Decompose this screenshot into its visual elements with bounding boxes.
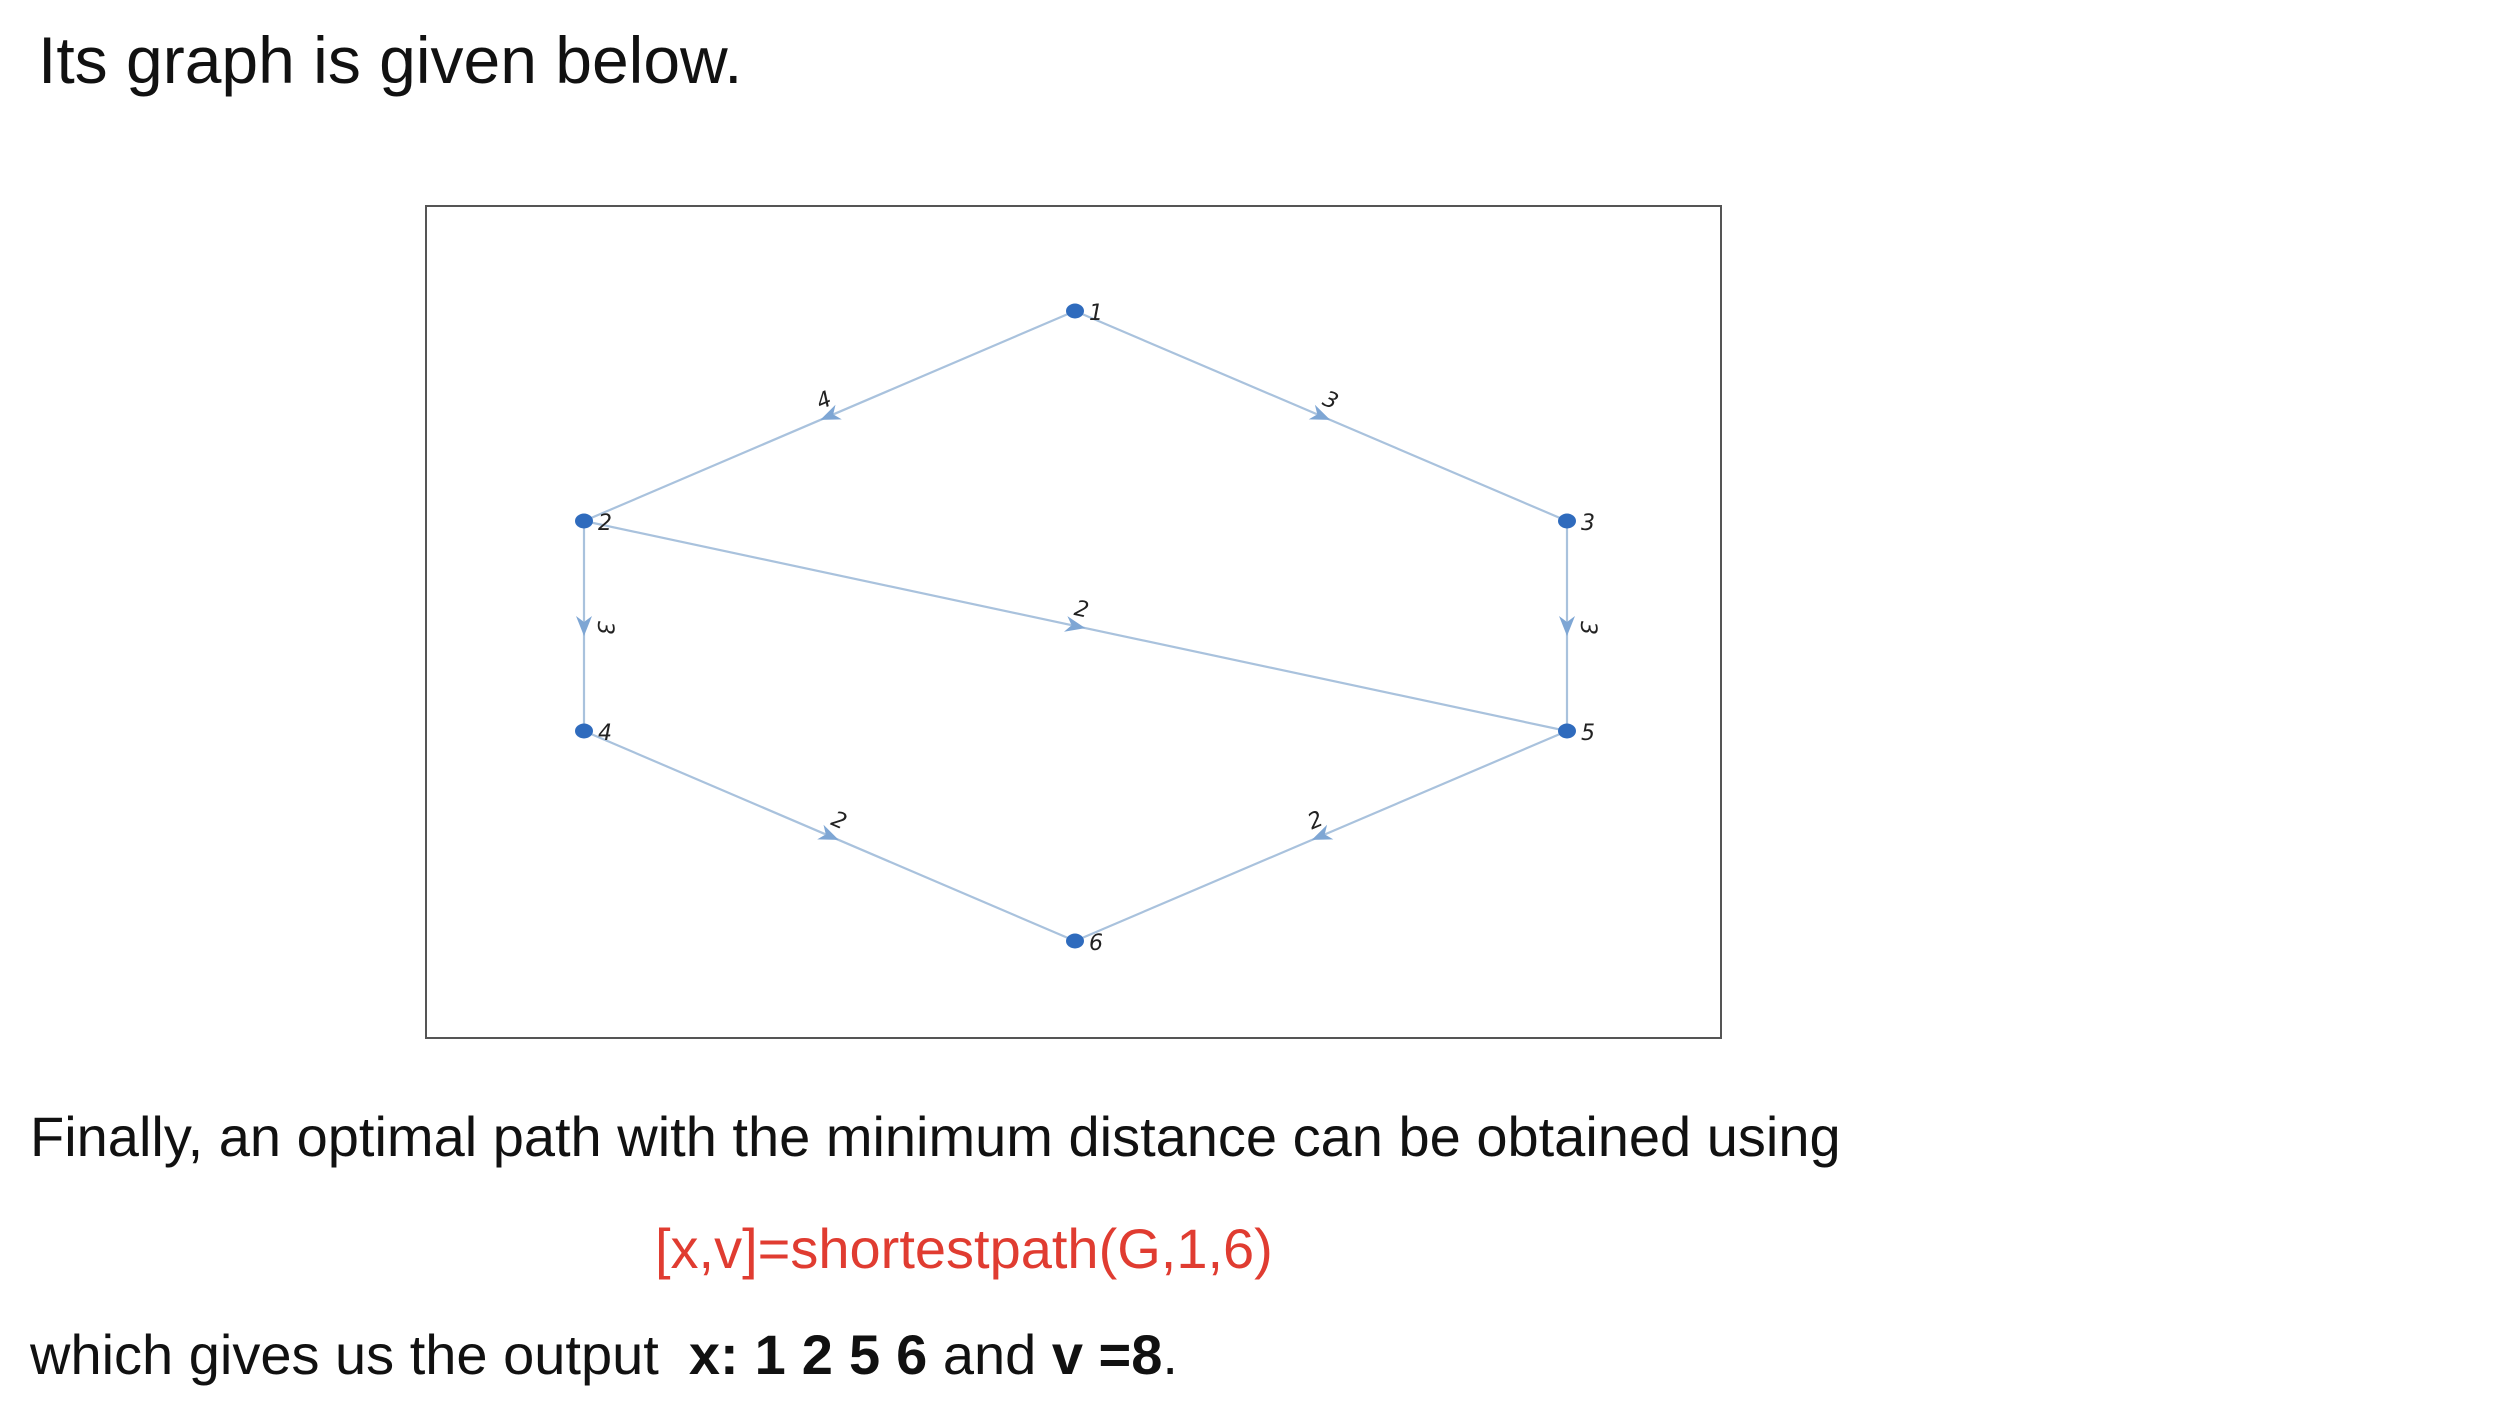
edge-weight-label: 2 [1304, 807, 1327, 835]
edge-arrowhead [1064, 616, 1086, 632]
output-x-label: x: [688, 1323, 739, 1386]
node-label: 5 [1581, 721, 1595, 746]
graph-node [1066, 303, 1084, 319]
output-line: which gives us the output x: 1 2 5 6 and v =8… [30, 1320, 1178, 1390]
output-period: . [1162, 1323, 1178, 1386]
explanation-paragraph: Finally, an optimal path with the minimu… [30, 1105, 1841, 1168]
heading: Its graph is given below. [38, 23, 743, 97]
edge-arrowhead [576, 616, 592, 636]
edge-weight-label: 3 [592, 621, 617, 635]
edge-arrowhead [820, 404, 842, 420]
output-prefix: which gives us the output [30, 1323, 659, 1386]
path-node: 1 [754, 1323, 786, 1386]
output-and: and [942, 1323, 1037, 1386]
path-node: 5 [848, 1323, 881, 1386]
graph-plot: 4 3 3 2 3 2 2 1 2 3 4 5 6 [575, 301, 1600, 956]
edge-arrowhead [1559, 616, 1575, 636]
graph-node [1558, 513, 1576, 529]
path-node: 2 [801, 1323, 833, 1386]
path-node: 6 [896, 1323, 928, 1386]
node-label: 1 [1089, 301, 1103, 326]
edge-arrowhead [1311, 824, 1334, 840]
output-v-value: v =8 [1051, 1323, 1163, 1386]
edge-weight-label: 4 [813, 387, 836, 415]
edge-weight-label: 3 [1319, 387, 1342, 415]
graph-node [1066, 933, 1084, 949]
graph-figure: 4 3 3 2 3 2 2 1 2 3 4 5 6 [425, 205, 1722, 1039]
node-label: 6 [1089, 931, 1103, 956]
edge-weight-label: 2 [1072, 596, 1091, 623]
graph-node [1558, 723, 1576, 739]
edge-weight-label: 2 [827, 807, 850, 835]
edge-weight-label: 3 [1575, 621, 1600, 635]
edge-arrowhead [817, 824, 839, 840]
node-label: 4 [598, 721, 612, 746]
node-label: 3 [1581, 511, 1595, 536]
graph-node [575, 513, 593, 529]
edge-arrowhead [1308, 404, 1331, 420]
node-label: 2 [598, 511, 612, 536]
shortestpath-command: [x,v]=shortestpath(G,1,6) [655, 1217, 1273, 1280]
graph-node [575, 723, 593, 739]
